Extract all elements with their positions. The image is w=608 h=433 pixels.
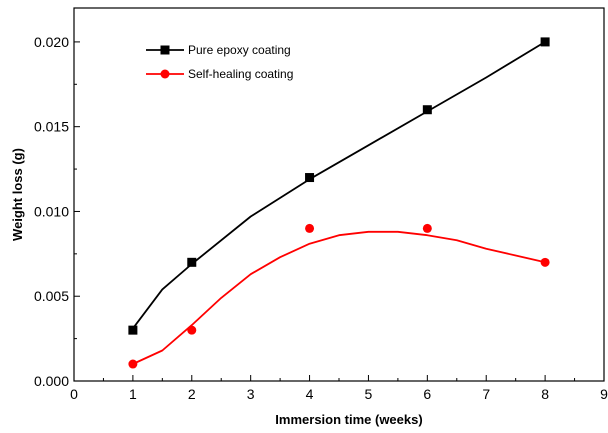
x-tick-label: 2 xyxy=(188,386,196,402)
x-tick-label: 1 xyxy=(129,386,137,402)
data-point xyxy=(128,359,138,369)
y-tick-label: 0.020 xyxy=(34,34,69,50)
x-tick-label: 6 xyxy=(423,386,431,402)
legend-label: Self-healing coating xyxy=(188,67,293,81)
data-point xyxy=(422,105,432,115)
legend-label: Pure epoxy coating xyxy=(188,43,291,57)
plot-frame xyxy=(73,7,605,382)
legend-marker xyxy=(160,45,170,55)
x-tick-label: 8 xyxy=(541,386,549,402)
data-point xyxy=(540,37,550,47)
x-tick-label: 4 xyxy=(306,386,314,402)
series-line-1 xyxy=(132,230,546,365)
x-tick-label: 9 xyxy=(600,386,608,402)
data-point xyxy=(128,325,138,335)
x-tick-label: 5 xyxy=(365,386,373,402)
data-point xyxy=(305,223,315,233)
y-axis-title: Weight loss (g) xyxy=(10,148,25,241)
legend-marker xyxy=(160,69,170,79)
series-line-0 xyxy=(132,41,546,329)
y-tick-label: 0.015 xyxy=(34,119,69,135)
x-tick-label: 7 xyxy=(482,386,490,402)
y-tick-label: 0.010 xyxy=(34,203,69,219)
data-point xyxy=(187,325,197,335)
data-point xyxy=(305,173,315,183)
x-tick-label: 0 xyxy=(70,386,78,402)
x-axis-title: Immersion time (weeks) xyxy=(275,412,422,427)
data-point xyxy=(540,257,550,267)
y-tick-label: 0.000 xyxy=(34,373,69,389)
y-tick-label: 0.005 xyxy=(34,288,69,304)
data-point xyxy=(422,223,432,233)
data-point xyxy=(187,257,197,267)
x-tick-label: 3 xyxy=(247,386,255,402)
